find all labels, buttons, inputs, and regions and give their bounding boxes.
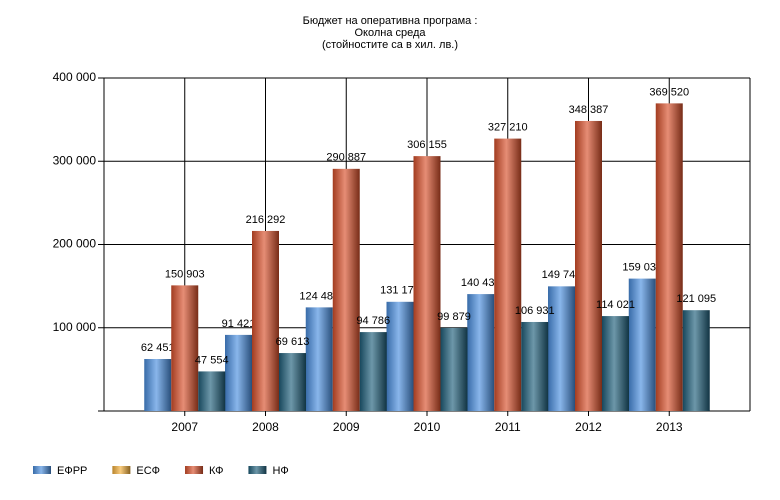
legend-swatch	[33, 466, 51, 474]
data-label: 69 613	[276, 336, 310, 348]
data-label: 106 931	[515, 305, 555, 317]
bar	[494, 138, 522, 412]
y-tick-label: 300 000	[53, 153, 97, 167]
bar	[225, 334, 252, 411]
y-tick-label: 200 000	[53, 237, 97, 251]
legend-swatch	[185, 466, 204, 474]
data-label: 99 879	[437, 311, 471, 323]
data-label: 290 887	[326, 152, 366, 164]
data-label: 140 430	[461, 277, 501, 289]
x-tick-label: 2011	[495, 420, 521, 434]
bar	[655, 103, 683, 411]
bar	[332, 168, 360, 411]
y-tick-label: 400 000	[53, 70, 97, 84]
chart-title: Бюджет на оперативна програма :	[303, 15, 478, 27]
data-label: 369 520	[649, 86, 689, 98]
data-label: 149 742	[542, 269, 582, 281]
x-tick-label: 2012	[575, 420, 602, 434]
chart-title: Околна среда	[354, 27, 426, 39]
bar	[440, 327, 468, 411]
bar	[252, 230, 279, 411]
bar	[548, 286, 575, 411]
bar	[305, 307, 333, 411]
bar	[144, 359, 172, 411]
bar	[359, 332, 387, 411]
chart-title: (стойностите са в хил. лв.)	[322, 39, 458, 51]
legend-label: КФ	[209, 465, 223, 477]
y-tick-label: 100 000	[53, 320, 97, 334]
data-label: 216 292	[246, 214, 286, 226]
bar	[467, 294, 495, 411]
bar	[386, 301, 414, 411]
data-label: 94 786	[356, 315, 390, 327]
x-tick-label: 2009	[333, 420, 360, 434]
bar	[198, 371, 226, 411]
legend-label: ЕФРР	[57, 465, 87, 477]
bar	[575, 120, 602, 411]
bar	[279, 353, 306, 411]
data-label: 159 032	[622, 262, 662, 274]
data-label: 348 387	[569, 104, 609, 116]
bar	[628, 278, 656, 411]
data-label: 131 170	[380, 285, 420, 297]
data-label: 150 903	[165, 268, 205, 280]
legend-swatch	[112, 466, 131, 474]
data-label: 327 210	[488, 122, 528, 134]
data-label: 306 155	[407, 139, 447, 151]
data-label: 62 451	[141, 342, 175, 354]
bar	[602, 316, 629, 411]
data-label: 121 095	[676, 293, 716, 305]
x-tick-label: 2008	[252, 420, 279, 434]
legend-label: ЕСФ	[136, 465, 160, 477]
data-label: 114 021	[596, 299, 635, 311]
bar	[413, 156, 441, 411]
data-label: 47 554	[195, 354, 229, 366]
bar	[171, 285, 199, 411]
legend-label: НФ	[272, 465, 288, 477]
data-label: 124 480	[299, 290, 339, 302]
legend-swatch	[248, 466, 267, 474]
bar	[521, 321, 549, 411]
x-tick-label: 2013	[656, 420, 683, 434]
x-tick-label: 2007	[171, 420, 198, 434]
bar	[682, 310, 710, 411]
data-label: 91 421	[222, 318, 256, 330]
x-tick-label: 2010	[414, 420, 441, 434]
